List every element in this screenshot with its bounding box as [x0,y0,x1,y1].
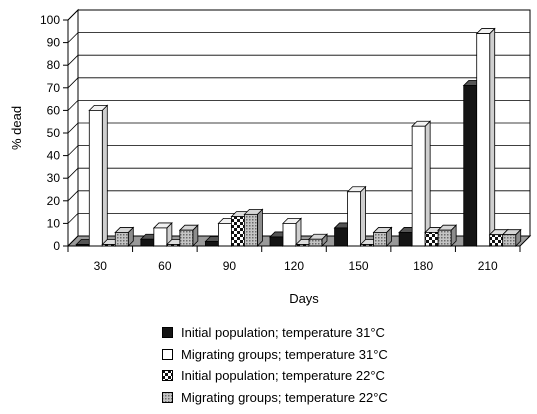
bar [178,224,199,247]
bar-side [360,185,366,247]
legend-item: Initial population; temperature 22°C [162,365,388,387]
legend-label: Migrating groups; temperature 22°C [181,389,388,405]
bar [475,27,496,247]
gridline-side [67,145,79,156]
y-tick-label: 80 [47,58,61,72]
bar-side [257,208,263,247]
gridline-side [67,9,79,21]
y-tick-label: 30 [47,171,61,185]
bar-side [424,120,431,247]
bar-front [218,222,232,247]
bar [411,120,432,247]
y-tick-label: 40 [47,149,61,163]
y-axis: 0 10 20 30 40 50 60 70 80 90 100 [40,13,69,253]
bar-front [205,241,219,247]
y-tick-label: 90 [47,36,61,50]
legend-label: Migrating groups; temperature 31°C [181,346,388,362]
bar-front [373,232,387,247]
y-tick-label: 20 [47,194,61,208]
bar [243,208,264,247]
gridline-side [67,190,79,202]
bar-front [179,229,194,247]
bar-front [269,236,284,247]
legend-item: Initial population; temperature 31°C [162,322,388,344]
x-tick-label: 30 [94,259,108,273]
bar-front [347,191,361,247]
bar-front [489,234,504,247]
bar-front [398,232,413,247]
bar-front [476,33,491,247]
x-axis: 30 60 90 120 150 180 210 [67,245,521,273]
bar [308,233,328,247]
bar-front [231,216,245,247]
legend-swatch-dots [162,391,173,403]
legend-item: Migrating groups; temperature 31°C [162,344,388,366]
gridline-side [67,122,79,134]
bar-front [437,229,452,247]
bar-front [88,110,103,247]
bar [346,185,367,247]
bar [88,104,109,247]
bar-front [153,227,168,247]
bar-front [463,85,478,247]
y-tick-label: 60 [47,103,61,117]
bar-front [334,227,348,247]
bars-layer [75,27,522,247]
legend-swatch-open [162,348,173,360]
legend-label: Initial population; temperature 22°C [181,368,385,384]
x-tick-label: 150 [349,259,369,273]
bar-front [244,213,258,247]
gridline-side [67,213,79,224]
bar-side [101,104,108,247]
legend: Initial population; temperature 31°C Mig… [162,322,388,408]
gridline-side [67,100,79,111]
y-tick-label: 50 [47,126,61,140]
gridline-side [67,77,79,89]
x-tick-label: 60 [158,259,172,273]
y-tick-label: 70 [47,81,61,95]
x-tick-label: 90 [223,259,237,273]
bar [114,226,135,247]
x-tick-label: 120 [284,259,304,273]
bar [372,226,393,247]
bar-front [308,238,323,247]
y-tick-label: 10 [47,216,61,230]
gridline-side [67,54,79,66]
bar [437,224,458,247]
x-axis-title: Days [289,291,319,306]
bar-side [489,27,496,247]
x-tick-label: 180 [413,259,433,273]
y-tick-label: 0 [53,239,60,253]
gridline-side [67,32,79,43]
bar [282,217,302,247]
y-tick-label: 100 [40,13,60,27]
legend-label: Initial population; temperature 31°C [181,325,385,341]
y-axis-title: % dead [9,106,24,150]
bar-front [424,232,439,247]
bar-front [411,125,426,247]
bar-front [140,238,155,247]
bar [501,228,522,247]
gridline-side [67,167,79,179]
legend-swatch-checker [162,370,173,382]
legend-item: Migrating groups; temperature 22°C [162,387,388,409]
bar [152,221,173,247]
x-tick-label: 210 [478,259,498,273]
bar-front [282,222,297,247]
legend-swatch-solid [162,327,173,339]
bar-front [114,232,129,247]
bar-front [502,234,517,247]
plot-area [67,8,531,248]
